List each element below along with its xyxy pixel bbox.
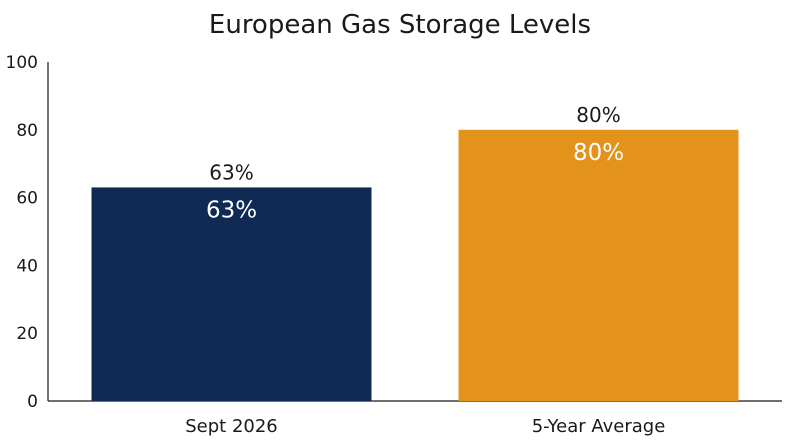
y-tick-label: 100 <box>6 53 38 73</box>
data-label-above: 80% <box>576 103 620 127</box>
chart-title: European Gas Storage Levels <box>208 10 592 40</box>
y-tick-label: 60 <box>16 189 38 209</box>
data-label-above: 63% <box>209 160 253 184</box>
bar-2 <box>458 129 739 402</box>
y-tick-label: 40 <box>16 256 38 276</box>
data-label-inside: 63% <box>206 197 257 223</box>
y-tick-label: 80 <box>16 121 38 141</box>
x-category-label: Sept 2026 <box>185 416 278 437</box>
data-label-inside: 80% <box>573 140 624 166</box>
x-category-label: 5-Year Average <box>532 416 666 437</box>
y-tick-label: 0 <box>27 392 38 412</box>
bar-1 <box>91 187 372 401</box>
y-tick-label: 20 <box>16 324 38 344</box>
